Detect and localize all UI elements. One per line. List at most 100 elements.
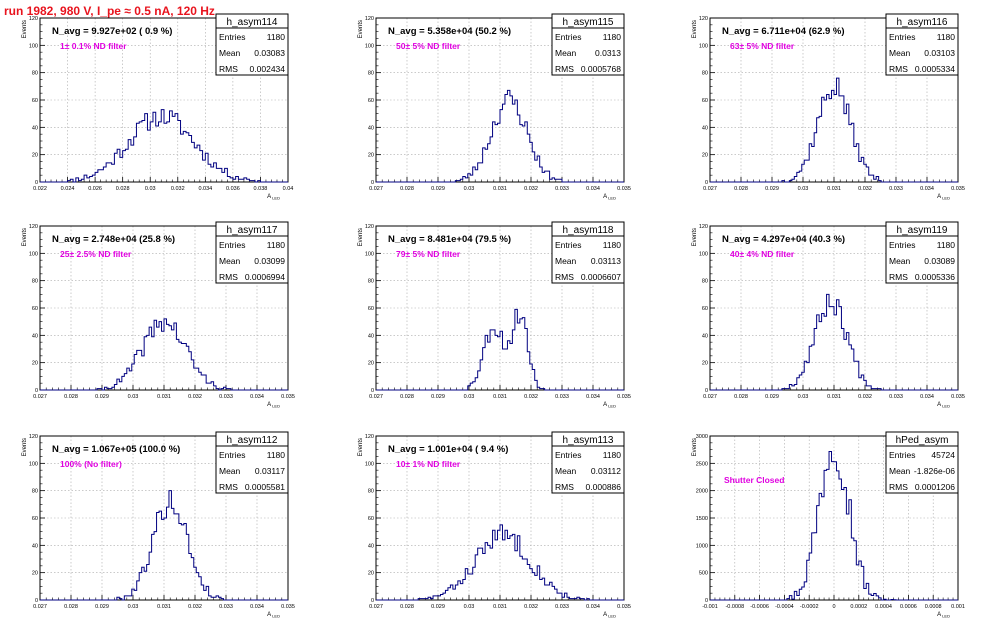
y-tick-label: 80	[368, 71, 374, 77]
stats-label: RMS	[219, 482, 238, 492]
y-tick-label: 80	[32, 71, 38, 77]
x-tick-label: 0.033	[555, 394, 569, 400]
filter-annotation: Shutter Closed	[724, 475, 784, 485]
x-tick-label: 0.032	[524, 186, 538, 192]
y-tick-label: 120	[365, 224, 374, 230]
histogram-series	[710, 450, 958, 601]
x-tick-label: 0.022	[33, 186, 47, 192]
histogram-series	[710, 77, 958, 183]
stats-value: 0.03113	[591, 256, 621, 266]
stats-value: 1180	[937, 32, 956, 42]
x-tick-label: 0.0002	[850, 604, 867, 610]
x-tick-label: 0.034	[250, 604, 264, 610]
y-axis-title: Events	[22, 20, 28, 38]
y-tick-label: 0	[371, 180, 374, 186]
stats-label: Entries	[219, 240, 245, 250]
x-tick-label: 0.028	[116, 186, 130, 192]
histogram-name: h_asym113	[563, 435, 614, 446]
y-tick-label: 20	[32, 153, 38, 159]
x-tick-label: 0.04	[283, 186, 294, 192]
x-tick-label: 0.03	[464, 186, 475, 192]
y-axis-title: Events	[22, 438, 28, 456]
stats-label: Mean	[889, 48, 911, 58]
histogram-panel-h_asym115: 0.027 0.028 0.029 0.03 0.031 0.032 0.033 0.034 0…	[358, 13, 631, 201]
y-tick-label: 40	[32, 543, 38, 549]
histogram-name: h_asym119	[897, 225, 948, 236]
x-tick-label: 0.001	[951, 604, 965, 610]
y-tick-label: 40	[368, 543, 374, 549]
filter-annotation: 50± 5% ND filter	[396, 41, 461, 51]
y-tick-label: 500	[699, 571, 708, 577]
y-tick-label: 40	[702, 333, 708, 339]
y-tick-label: 120	[699, 16, 708, 22]
y-tick-label: 100	[365, 43, 374, 49]
x-tick-label: 0.03	[798, 186, 809, 192]
stats-value: 0.002434	[250, 64, 286, 74]
stats-label: Entries	[889, 240, 915, 250]
stats-label: Entries	[555, 450, 581, 460]
x-tick-label: 0.034	[250, 394, 264, 400]
y-tick-label: 40	[702, 125, 708, 131]
y-tick-label: 1000	[696, 543, 708, 549]
x-tick-label: 0.028	[64, 394, 78, 400]
x-tick-label: 0.035	[281, 394, 295, 400]
x-tick-label: 0.032	[188, 394, 202, 400]
y-tick-label: 60	[368, 516, 374, 522]
stats-value: 1180	[267, 240, 286, 250]
stats-label: Mean	[889, 256, 911, 266]
stats-box	[215, 221, 289, 284]
x-tick-label: 0.035	[951, 186, 965, 192]
stats-value: 1180	[603, 32, 622, 42]
stats-value: 1180	[267, 450, 286, 460]
x-tick-label: 0.032	[524, 394, 538, 400]
x-axis-title: A LED	[267, 402, 280, 409]
stats-value: 1180	[267, 32, 286, 42]
stats-label: RMS	[219, 64, 238, 74]
x-tick-label: 0.027	[33, 604, 47, 610]
x-tick-label: 0.026	[88, 186, 102, 192]
x-tick-label: 0.035	[281, 604, 295, 610]
x-tick-label: 0.033	[889, 394, 903, 400]
x-tick-label: 0.033	[555, 186, 569, 192]
x-axis-title: A LED	[603, 402, 616, 409]
y-tick-label: 40	[368, 125, 374, 131]
y-tick-label: 100	[365, 251, 374, 257]
stats-label: Entries	[889, 32, 915, 42]
y-tick-label: 60	[702, 306, 708, 312]
x-tick-label: 0.031	[157, 604, 171, 610]
histogram-series	[376, 308, 624, 391]
y-tick-label: 40	[32, 333, 38, 339]
navg-label: N_avg = 9.927e+02 ( 0.9 %)	[52, 26, 172, 37]
y-tick-label: 120	[365, 434, 374, 440]
histogram-panel-h_asym114: 0.022 0.024 0.026 0.028 0.03 0.032 0.034 0.036 0…	[22, 13, 294, 201]
x-tick-label: 0.034	[920, 394, 934, 400]
stats-label: Mean	[219, 256, 241, 266]
y-tick-label: 80	[368, 489, 374, 495]
x-tick-label: -0.0006	[750, 604, 769, 610]
stats-label: Entries	[219, 450, 245, 460]
filter-annotation: 100% (No filter)	[60, 459, 122, 469]
histogram-name: h_asym117	[227, 225, 278, 236]
y-tick-label: 100	[29, 43, 38, 49]
filter-annotation: 79± 5% ND filter	[396, 249, 461, 259]
y-tick-label: 20	[32, 571, 38, 577]
histogram-series	[376, 524, 624, 601]
stats-box	[215, 431, 289, 494]
stats-box	[215, 13, 289, 76]
y-tick-label: 120	[699, 224, 708, 230]
x-tick-label: 0.029	[95, 604, 109, 610]
x-tick-label: 0.031	[493, 604, 507, 610]
histogram-panel-h_asym116: 0.027 0.028 0.029 0.03 0.031 0.032 0.033 0.034 0…	[692, 13, 965, 201]
y-tick-label: 20	[368, 153, 374, 159]
stats-label: Entries	[219, 32, 245, 42]
x-tick-label: 0.035	[617, 394, 631, 400]
stats-label: Mean	[555, 466, 577, 476]
x-tick-label: 0.032	[171, 186, 185, 192]
x-tick-label: -0.001	[702, 604, 718, 610]
stats-label: RMS	[889, 64, 908, 74]
stats-label: Entries	[889, 450, 915, 460]
x-tick-label: 0.033	[219, 394, 233, 400]
y-tick-label: 20	[702, 153, 708, 159]
stats-value: 0.0005334	[915, 64, 955, 74]
